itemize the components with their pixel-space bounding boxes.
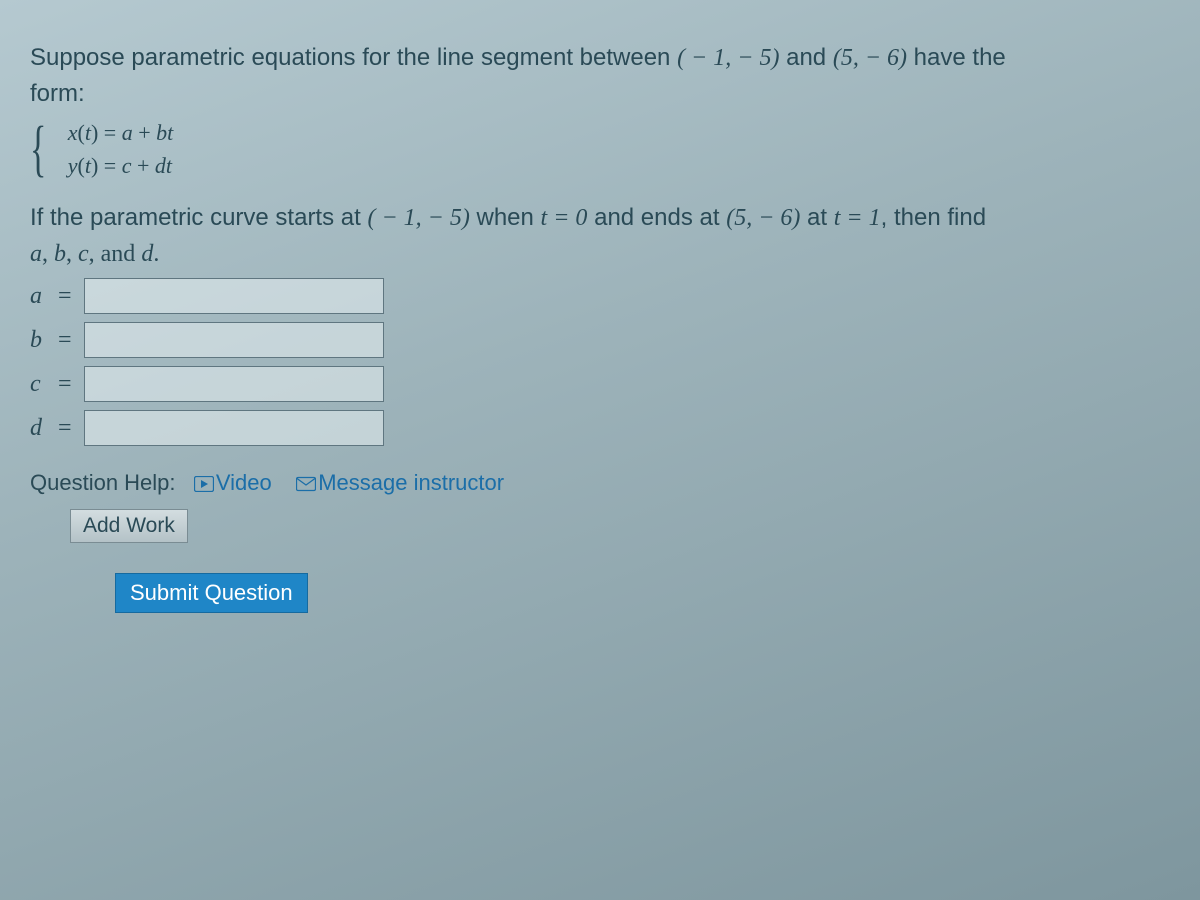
input-row-a: a = (30, 278, 1170, 314)
point-2: (5, − 6) (833, 45, 907, 71)
equals-sign: = (58, 410, 72, 446)
brace-icon: { (30, 122, 46, 176)
input-row-c: c = (30, 366, 1170, 402)
t0: t = 0 (541, 205, 588, 231)
prompt-line3-pre: If the parametric curve starts at (30, 204, 367, 231)
input-row-d: d = (30, 410, 1170, 446)
prompt-line3-mid2: and ends at (587, 204, 726, 231)
help-label: Question Help: (30, 470, 176, 495)
prompt-line3-post: , then find (881, 204, 986, 231)
mail-icon (296, 468, 316, 501)
equation-y: y(t) = c + dt (68, 153, 172, 178)
t1: t = 1 (834, 205, 881, 231)
input-a[interactable] (84, 278, 384, 314)
label-c: c (30, 366, 52, 402)
help-row: Question Help: Video Message instructor … (30, 466, 1170, 543)
label-d: d (30, 410, 52, 446)
point-4: (5, − 6) (726, 205, 800, 231)
equals-sign: = (58, 278, 72, 314)
prompt-line1-pre: Suppose parametric equations for the lin… (30, 44, 677, 71)
prompt-line1-post: have the (907, 44, 1006, 71)
video-label: Video (216, 470, 272, 495)
message-instructor-link[interactable]: Message instructor (296, 470, 504, 495)
point-1: ( − 1, − 5) (677, 45, 779, 71)
message-label: Message instructor (318, 470, 504, 495)
equals-sign: = (58, 322, 72, 358)
input-c[interactable] (84, 366, 384, 402)
video-link[interactable]: Video (194, 470, 278, 495)
label-a: a (30, 278, 52, 314)
question-block: Suppose parametric equations for the lin… (30, 40, 1170, 613)
prompt-line3-mid3: at (800, 204, 833, 231)
equation-x: x(t) = a + bt (68, 120, 174, 145)
prompt-paragraph-2: If the parametric curve starts at ( − 1,… (30, 200, 1170, 272)
video-icon (194, 468, 214, 501)
input-d[interactable] (84, 410, 384, 446)
input-b[interactable] (84, 322, 384, 358)
label-b: b (30, 322, 52, 358)
answer-inputs: a = b = c = d = (30, 278, 1170, 446)
equals-sign: = (58, 366, 72, 402)
prompt-line3-mid1: when (470, 204, 541, 231)
point-3: ( − 1, − 5) (367, 205, 469, 231)
equation-system: { x(t) = a + bt y(t) = c + dt (30, 116, 1170, 182)
prompt-line2: form: (30, 80, 85, 107)
prompt-paragraph-1: Suppose parametric equations for the lin… (30, 40, 1170, 112)
prompt-line1-mid: and (779, 44, 832, 71)
submit-question-button[interactable]: Submit Question (115, 573, 308, 613)
input-row-b: b = (30, 322, 1170, 358)
add-work-button[interactable]: Add Work (70, 509, 188, 543)
prompt-line4: a, b, c, and d. (30, 241, 159, 267)
